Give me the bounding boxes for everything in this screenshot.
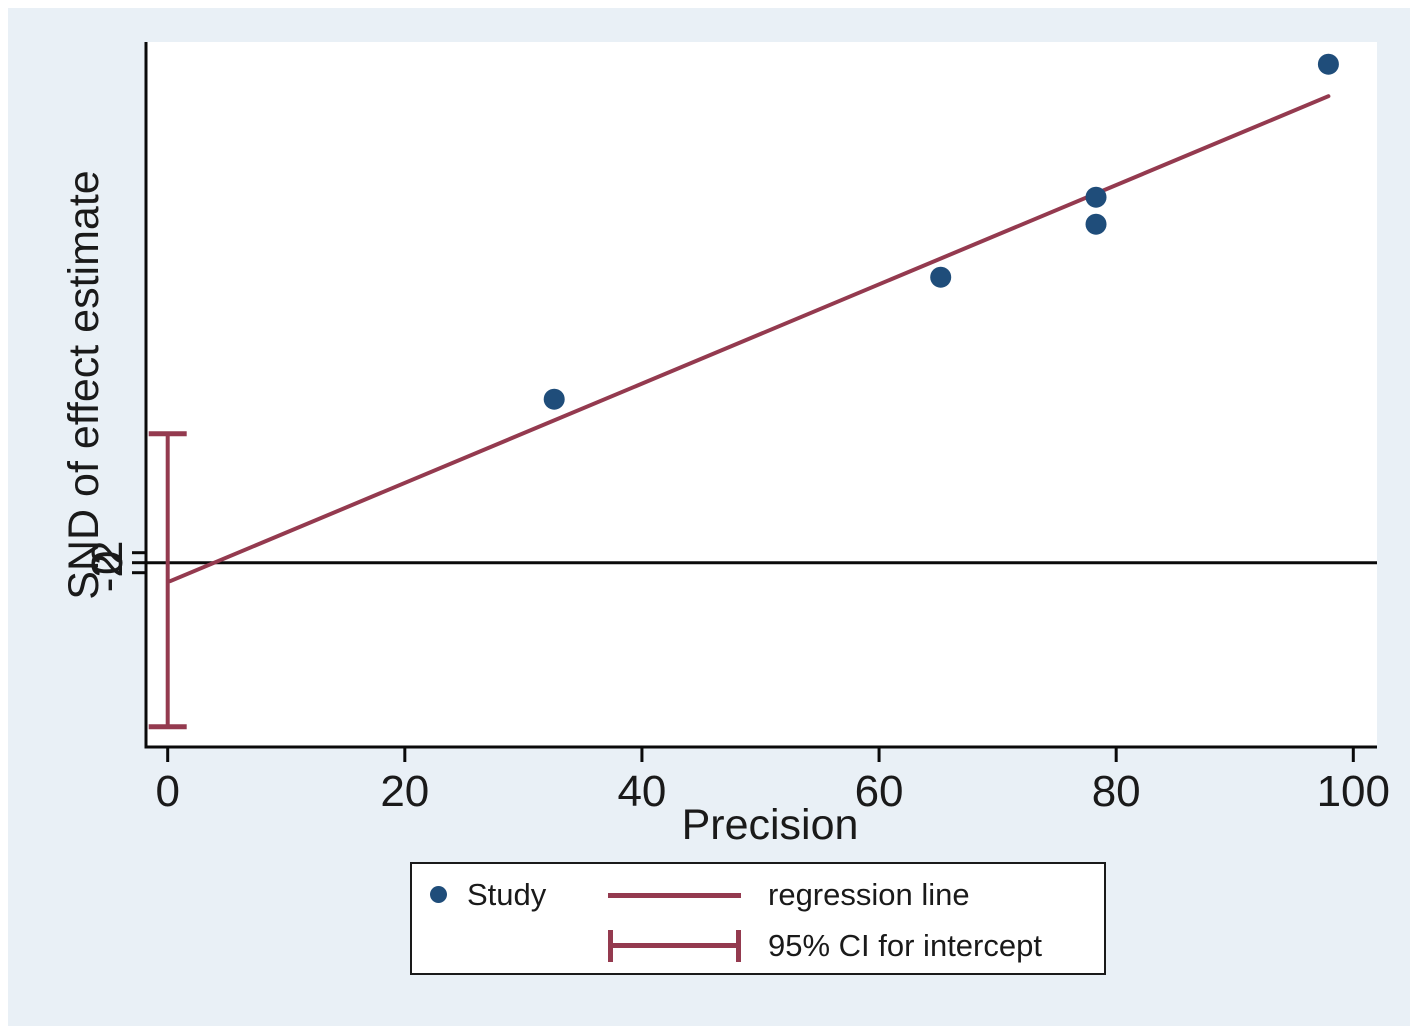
y-tick-label: -2 bbox=[83, 553, 132, 592]
study-point bbox=[1085, 186, 1107, 208]
y-tick-label: 0 bbox=[83, 550, 132, 574]
regression-line-group bbox=[168, 94, 1331, 584]
y-tick-label: 2 bbox=[83, 540, 132, 564]
x-axis-title: Precision bbox=[682, 801, 859, 849]
ci-intercept-group bbox=[148, 431, 187, 730]
legend-study-label: Study bbox=[467, 877, 547, 912]
plot-area bbox=[146, 42, 1377, 747]
x-axis-ticks-group: 0 20 40 60 80 100 bbox=[155, 747, 1390, 816]
legend-box: Study regression line 95% CI for interce… bbox=[410, 862, 1106, 975]
study-points-group bbox=[543, 53, 1339, 410]
study-point bbox=[543, 388, 565, 410]
x-tick-label: 40 bbox=[617, 767, 666, 816]
x-tick-label: 0 bbox=[155, 767, 179, 816]
legend-regression-line-icon bbox=[608, 893, 741, 898]
legend-regression-label: regression line bbox=[768, 877, 970, 912]
y-axis-ticks-group: -202 bbox=[83, 540, 146, 592]
legend-study-marker-icon bbox=[430, 886, 447, 903]
x-tick-label: 100 bbox=[1317, 767, 1390, 816]
x-tick-label: 80 bbox=[1092, 767, 1141, 816]
study-point bbox=[1085, 213, 1107, 235]
regression-line bbox=[168, 94, 1331, 584]
x-tick-label: 60 bbox=[855, 767, 904, 816]
legend-ci-label: 95% CI for intercept bbox=[768, 928, 1042, 963]
x-tick-label: 20 bbox=[380, 767, 429, 816]
legend-ci-icon bbox=[608, 930, 741, 962]
study-point bbox=[930, 266, 952, 288]
legend-ci-bar bbox=[613, 943, 736, 948]
y-axis-title: SND of effect estimate bbox=[60, 170, 108, 599]
study-point bbox=[1317, 53, 1339, 75]
